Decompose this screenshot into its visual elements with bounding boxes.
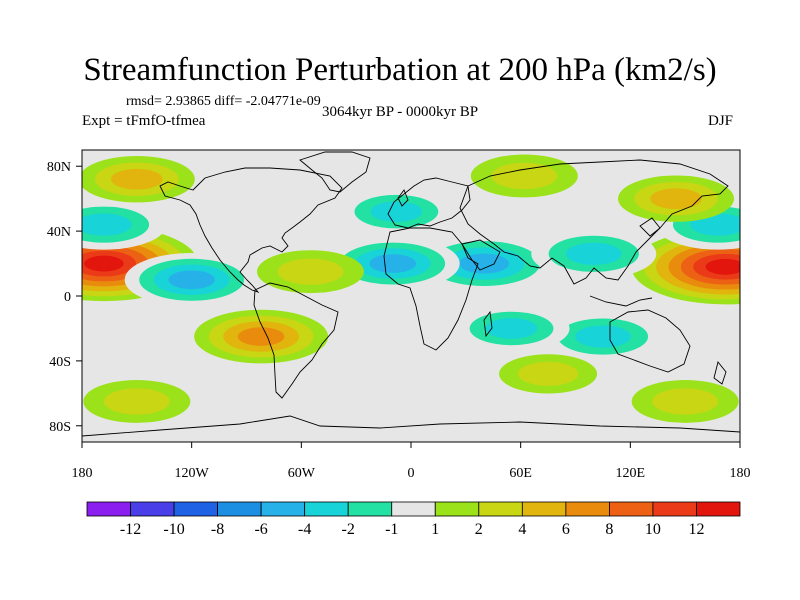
colorbar-swatch — [652, 501, 697, 517]
anomaly-18-level — [517, 361, 579, 386]
anomaly-4-level — [168, 270, 215, 290]
colorbar-swatch — [565, 501, 610, 517]
experiment-label: Expt = tFmfO-tfmea — [82, 113, 206, 129]
colorbar-swatch — [347, 501, 393, 517]
coastline-africa — [383, 227, 479, 351]
coastline-asia — [459, 159, 729, 285]
colorbar-label: -12 — [120, 521, 141, 538]
colorbar-label: 12 — [688, 521, 704, 538]
anomaly-16-level — [491, 162, 558, 190]
colorbar-swatch — [173, 501, 218, 517]
coastline-antarctica — [82, 415, 740, 437]
colorbar-label: 4 — [518, 521, 526, 538]
anomaly-2-level — [459, 253, 509, 274]
colorbar-label: 8 — [605, 521, 613, 538]
anomaly-1-level — [705, 258, 740, 275]
colorbar-swatch — [86, 501, 131, 517]
colorbar-swatch — [434, 501, 480, 517]
colorbar-label: -2 — [342, 521, 355, 538]
x-tick-label: 60W — [288, 466, 316, 481]
coastline-uk — [397, 189, 409, 207]
colorbar-swatch — [696, 501, 741, 517]
chart-title: Streamfunction Perturbation at 200 hPa (… — [83, 52, 717, 88]
x-tick-label: 60E — [509, 466, 532, 481]
y-tick-label: 40N — [47, 225, 71, 240]
anomaly-9-level — [575, 325, 631, 348]
colorbar-swatch — [609, 501, 654, 517]
colorbar-swatch — [521, 501, 567, 517]
colorbar-swatch — [260, 501, 306, 517]
colorbar-label: -8 — [211, 521, 224, 538]
x-tick-label: 180 — [730, 466, 751, 481]
coastline-madagascar — [483, 310, 493, 338]
colorbar: -12 -10 -8 -6 -4 -2 -1 1 2 4 6 8 10 12 — [86, 501, 741, 538]
colorbar-swatch — [478, 501, 523, 517]
coastlines — [82, 151, 740, 437]
y-tick-label: 0 — [64, 290, 71, 305]
coastline-arabia — [461, 239, 501, 271]
coastline-australia — [609, 309, 691, 373]
coastline-indonesia — [589, 295, 653, 307]
colorbar-label: 2 — [475, 521, 483, 538]
map-axes: 180 120W 60W 0 60E 120E 180 80N 40N 0 40S 80S — [47, 160, 751, 481]
anomaly-7-level — [82, 213, 132, 236]
y-tick-label: 80N — [47, 160, 71, 175]
season-label: DJF — [708, 113, 734, 129]
colorbar-label: -1 — [385, 521, 398, 538]
y-tick-label: 40S — [49, 355, 71, 370]
x-tick-label: 120E — [616, 466, 646, 481]
coastline-new-zealand — [713, 361, 727, 385]
anomaly-11-level — [237, 327, 285, 346]
colorbar-swatch — [391, 501, 436, 517]
colorbar-label: 6 — [562, 521, 570, 538]
coastline-greenland — [299, 151, 371, 193]
contour-field — [82, 154, 740, 423]
coastline-japan — [639, 217, 661, 237]
anomaly-17-level — [277, 258, 344, 285]
anomaly-14-level — [111, 168, 163, 190]
coastline-south-america — [253, 282, 339, 399]
anomaly-0-level — [84, 255, 124, 272]
colorbar-label: -10 — [163, 521, 184, 538]
period-label: 3064kyr BP - 0000kyr BP — [322, 104, 479, 120]
x-tick-label: 180 — [72, 466, 93, 481]
anomaly-3-level — [369, 254, 417, 273]
colorbar-label: 1 — [431, 521, 439, 538]
colorbar-label: -6 — [254, 521, 267, 538]
x-tick-label: 120W — [175, 466, 210, 481]
anomaly-12-level — [103, 388, 170, 415]
colorbar-label: -4 — [298, 521, 311, 538]
anomaly-15-level — [650, 188, 702, 209]
anomaly-6-level — [370, 201, 423, 222]
x-tick-label: 0 — [408, 466, 415, 481]
y-tick-label: 80S — [49, 420, 71, 435]
colorbar-label: 10 — [645, 521, 661, 538]
anomaly-10-level — [485, 318, 538, 339]
colorbar-swatch — [217, 501, 262, 517]
anomaly-5-level — [566, 242, 622, 265]
anomaly-13-level — [652, 388, 719, 415]
colorbar-swatch — [304, 501, 349, 517]
colorbar-swatch — [130, 501, 175, 517]
rmsd-diff-stats: rmsd= 2.93865 diff= -2.04771e-09 — [126, 94, 321, 109]
coastline-north-america — [159, 167, 343, 293]
